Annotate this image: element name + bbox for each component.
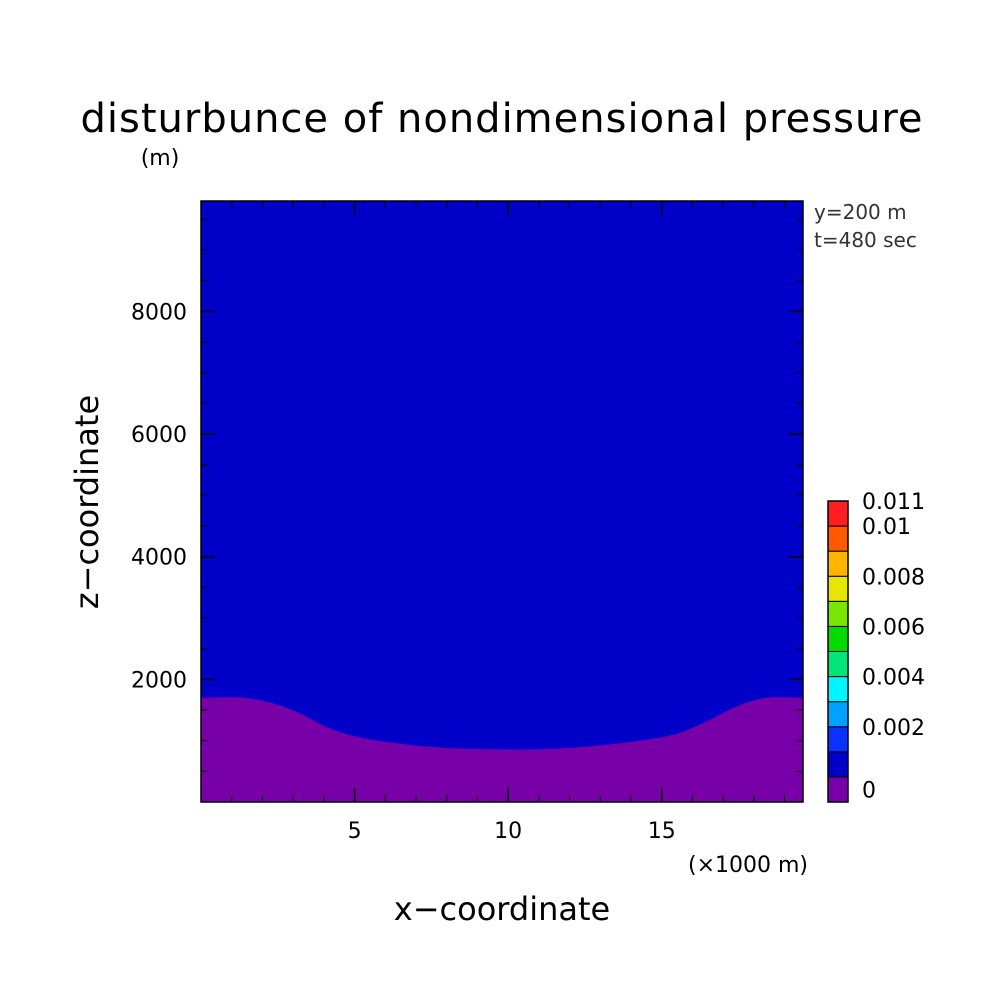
colorbar-swatch — [827, 726, 849, 753]
plot-frame — [200, 200, 804, 803]
colorbar-label: 0.006 — [862, 615, 925, 640]
colorbar-label: 0.011 — [862, 490, 925, 515]
chart-title: disturbunce of nondimensional pressure — [81, 96, 924, 142]
colorbar-swatch — [827, 701, 849, 728]
annotation-y: y=200 m — [814, 200, 907, 224]
x-tick-label: 10 — [494, 819, 522, 844]
lower-region-fill — [201, 697, 803, 802]
colorbar-swatch — [827, 500, 849, 527]
colorbar-swatch — [827, 600, 849, 627]
colorbar-swatch — [827, 651, 849, 678]
colorbar-swatch — [827, 776, 849, 803]
colorbar-label: 0.008 — [862, 565, 925, 590]
y-tick-label: 2000 — [131, 668, 187, 693]
colorbar-swatch — [827, 575, 849, 602]
plot-area: 5 10 15 2000 4000 6000 8000 — [131, 200, 804, 844]
colorbar-label: 0.01 — [862, 515, 911, 540]
upper-region-fill — [201, 201, 803, 802]
colorbar-label: 0.004 — [862, 666, 925, 691]
y-tick-label: 6000 — [131, 423, 187, 448]
colorbar-label: 0 — [862, 778, 876, 803]
colorbar-swatch — [827, 676, 849, 703]
colorbar-swatch — [827, 550, 849, 577]
colorbar-label: 0.002 — [862, 716, 925, 741]
colorbar-swatch — [827, 525, 849, 552]
y-tick-label: 4000 — [131, 546, 187, 571]
colorbar-swatch — [827, 751, 849, 778]
x-tick-label: 15 — [648, 819, 676, 844]
annotation-t: t=480 sec — [814, 228, 917, 252]
colorbar-frame — [827, 500, 849, 803]
y-axis-unit: (m) — [141, 146, 180, 171]
colorbar-swatch — [827, 625, 849, 653]
x-axis-label: x−coordinate — [394, 890, 610, 928]
x-axis-unit: (×1000 m) — [688, 853, 808, 878]
x-tick-label: 5 — [348, 819, 362, 844]
y-tick-label: 8000 — [131, 300, 187, 325]
y-axis-label: z−coordinate — [68, 395, 106, 609]
